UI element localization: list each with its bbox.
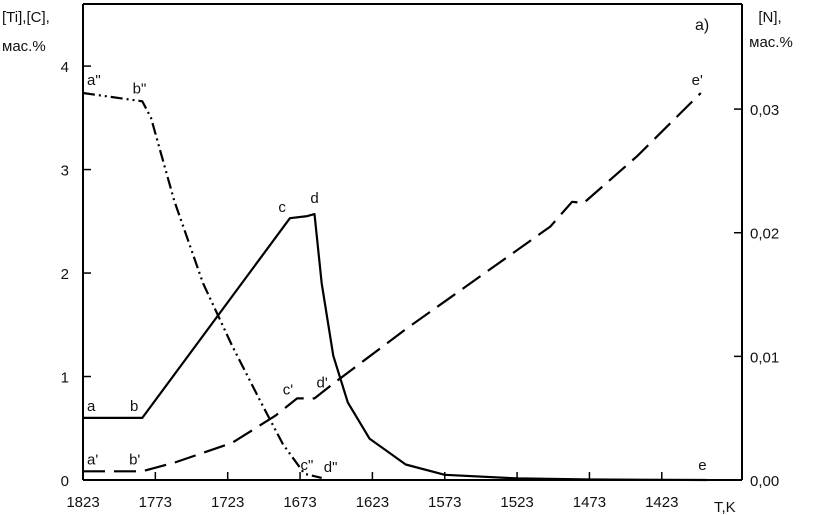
point-label: c'	[283, 381, 294, 398]
point-label: e'	[692, 72, 703, 89]
panel-label: а)	[695, 17, 709, 34]
right-axis-title-line1: [N],	[758, 9, 781, 26]
series-group	[82, 91, 707, 482]
left-tick-label: 0	[61, 473, 69, 490]
series-ti-line	[83, 213, 707, 482]
x-tick-label: 1523	[500, 494, 533, 511]
point-label: b'	[129, 451, 140, 468]
point-label: d'	[317, 374, 328, 391]
x-tick-label: 1573	[428, 494, 461, 511]
point-label: c	[278, 199, 286, 216]
x-tick-label: 1423	[645, 494, 678, 511]
left-tick-label: 1	[61, 370, 69, 387]
point-label: a'	[87, 451, 98, 468]
x-tick-label: 1723	[211, 494, 244, 511]
left-axis-title-line2: мас.%	[2, 38, 46, 55]
point-label-group: a b c d e a' b' c' d' e' a" b" c" d"	[87, 72, 707, 476]
x-tick-label: 1823	[66, 494, 99, 511]
x-axis-title: T,K	[714, 499, 736, 515]
point-label: d	[310, 190, 318, 207]
point-label: a	[87, 398, 96, 415]
axes-frame: 1823 1773 1723 1673 1623 1573 1523 1473 1423 0 1 2 3…	[61, 3, 779, 511]
point-label: c"	[300, 457, 313, 474]
left-tick-label: 3	[61, 163, 69, 180]
left-tick-label: 2	[61, 266, 69, 283]
point-label: e	[698, 457, 706, 474]
point-label: b"	[133, 80, 147, 97]
right-tick-label: 0,00	[750, 473, 779, 490]
right-tick-label: 0,02	[750, 226, 779, 243]
x-tick-label: 1773	[139, 494, 172, 511]
point-label: d"	[324, 459, 338, 476]
point-label: b	[130, 398, 138, 415]
left-tick-label: 4	[61, 59, 69, 76]
point-label: a"	[87, 72, 101, 89]
right-axis-title-line2: мас.%	[749, 34, 793, 51]
right-tick-label: 0,01	[750, 349, 779, 366]
x-tick-label: 1623	[356, 494, 389, 511]
series-c-line	[82, 91, 322, 479]
series-n-line	[83, 92, 702, 473]
x-tick-label: 1473	[573, 494, 606, 511]
right-tick-label: 0,03	[750, 102, 779, 119]
left-axis-title-line1: [Ti],[C],	[2, 9, 50, 26]
x-tick-label: 1673	[283, 494, 316, 511]
